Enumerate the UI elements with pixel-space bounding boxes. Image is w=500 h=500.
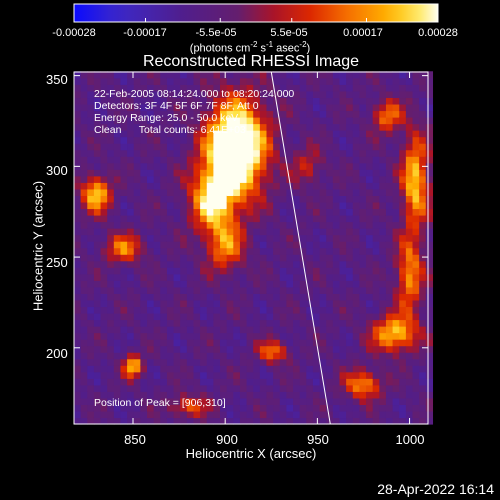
solar-limb-line (270, 71, 331, 425)
y-tick-label: 300 (46, 163, 68, 178)
x-tick-label: 950 (307, 432, 329, 447)
colorbar-tick-label: -0.00017 (123, 27, 167, 39)
x-tick-label: 1000 (395, 432, 425, 447)
x-axis-label: Heliocentric X (arcsec) (185, 446, 317, 461)
colorbar-tick-label: 5.5e-05 (270, 27, 308, 39)
colorbar-tick-label: 0.00017 (343, 27, 383, 39)
annotation-clean-counts: Clean Total counts: 6.41E+03 (94, 124, 246, 136)
colorbar-tick-label: 0.00028 (418, 27, 458, 39)
y-tick-label: 350 (46, 72, 68, 87)
y-tick-label: 250 (46, 255, 68, 270)
timestamp: 28-Apr-2022 16:14 (377, 481, 494, 497)
x-tick-label: 850 (124, 432, 146, 447)
x-tick-label: 900 (216, 432, 238, 447)
y-tick-label: 200 (46, 346, 68, 361)
chart-title: Reconstructed RHESSI Image (142, 53, 360, 70)
colorbar-tick-label: -5.5e-05 (195, 27, 237, 39)
annotation-detectors: Detectors: 3F 4F 5F 6F 7F 8F, Att 0 (94, 100, 259, 112)
colorbar-tick-label: -0.00028 (52, 27, 96, 39)
annotation-peak-position: Position of Peak = [906,310] (94, 397, 226, 409)
heatmap-image (74, 71, 434, 425)
plot-frame (73, 71, 429, 425)
colorbar (73, 3, 439, 23)
colorbar-units: (photons cm-2 s-1 asec-2) (189, 40, 311, 55)
annotation-energy-range: Energy Range: 25.0 - 50.0 keV (94, 112, 239, 124)
annotation-time-range: 22-Feb-2005 08:14:24.000 to 08:20:24.000 (94, 88, 295, 100)
y-axis-label: Heliocentric Y (arcsec) (30, 180, 46, 312)
